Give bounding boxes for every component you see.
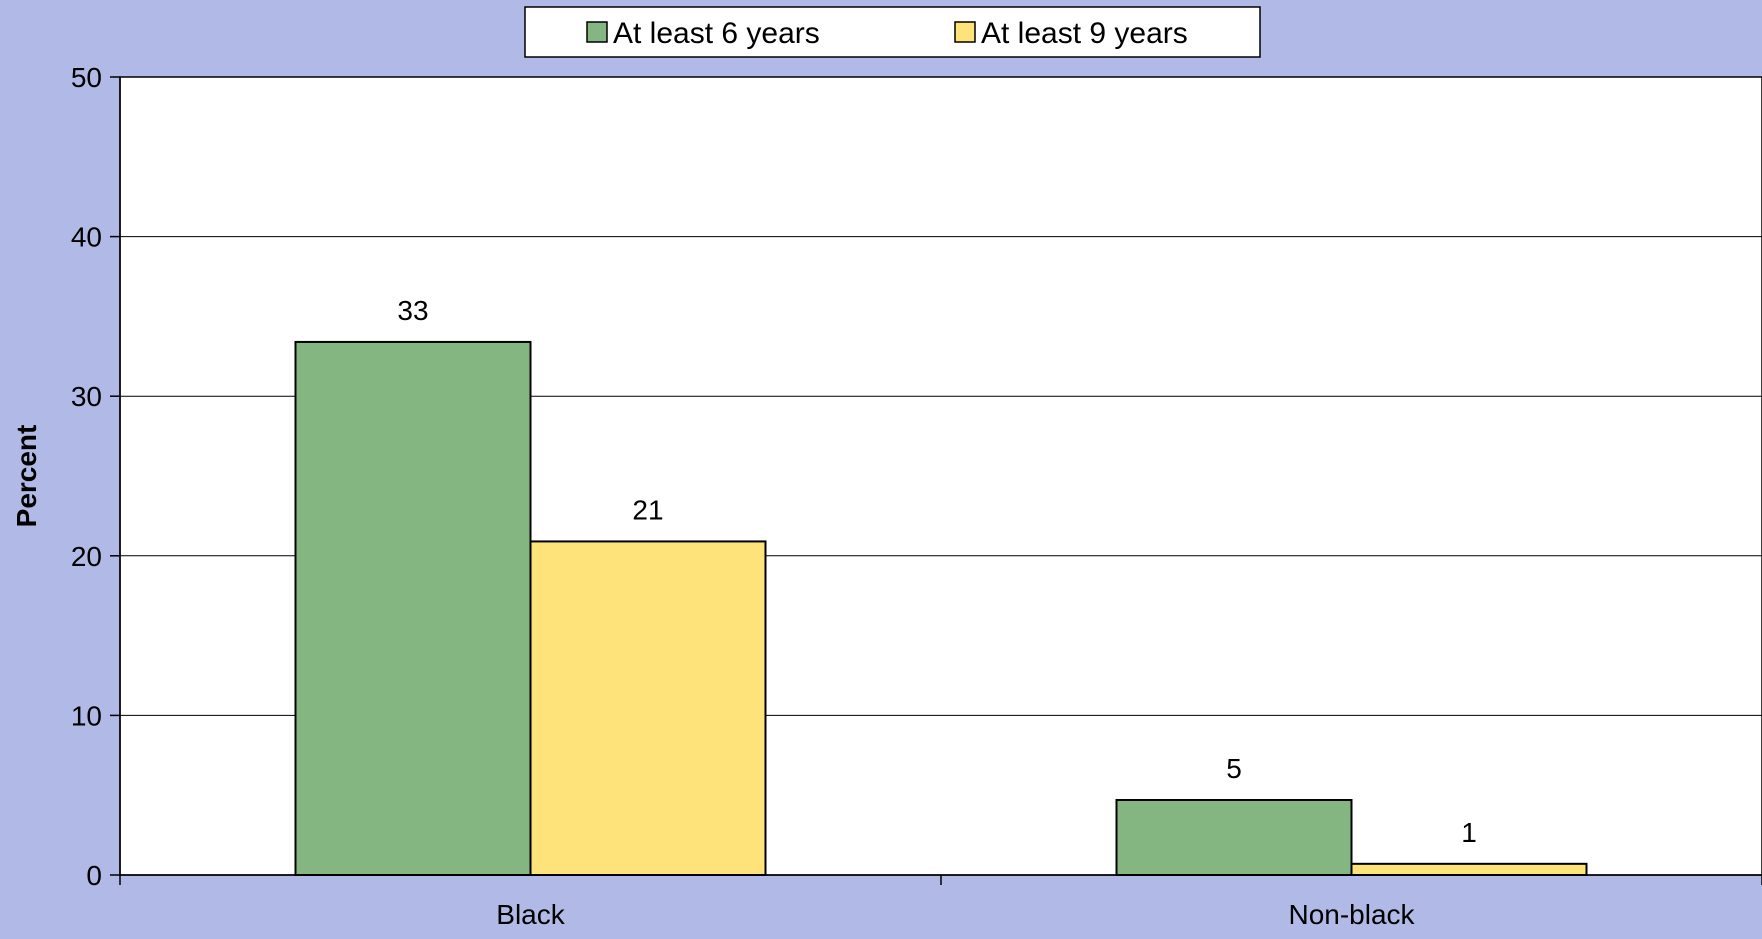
y-tick-label: 30 bbox=[71, 381, 102, 412]
legend-box bbox=[524, 6, 1261, 58]
legend-swatch-series-1 bbox=[586, 21, 608, 43]
bar bbox=[529, 540, 767, 876]
x-tick-label: Non-black bbox=[1288, 899, 1415, 930]
legend-label-series-1: At least 6 years bbox=[613, 17, 820, 50]
axes bbox=[110, 76, 1762, 885]
bar bbox=[1115, 798, 1353, 876]
data-label: 33 bbox=[397, 295, 428, 326]
y-tick-label: 50 bbox=[71, 62, 102, 93]
bars bbox=[294, 340, 1588, 877]
legend: At least 6 years At least 9 years bbox=[524, 6, 1261, 58]
legend-label-series-2: At least 9 years bbox=[981, 17, 1188, 50]
labels: 0 10 20 30 40 50 33 21 Black 5 1 Non-black bbox=[71, 62, 1477, 930]
y-tick-label: 40 bbox=[71, 222, 102, 253]
data-label: 21 bbox=[632, 494, 663, 525]
y-tick-label: 0 bbox=[86, 860, 102, 891]
legend-swatch-series-2 bbox=[954, 21, 976, 43]
y-tick-label: 20 bbox=[71, 541, 102, 572]
bar bbox=[1350, 862, 1588, 877]
data-label: 5 bbox=[1226, 753, 1242, 784]
bar bbox=[294, 340, 532, 877]
y-axis-title: Percent bbox=[11, 425, 42, 528]
data-label: 1 bbox=[1461, 817, 1477, 848]
x-tick-label: Black bbox=[496, 899, 565, 930]
y-tick-label: 10 bbox=[71, 700, 102, 731]
